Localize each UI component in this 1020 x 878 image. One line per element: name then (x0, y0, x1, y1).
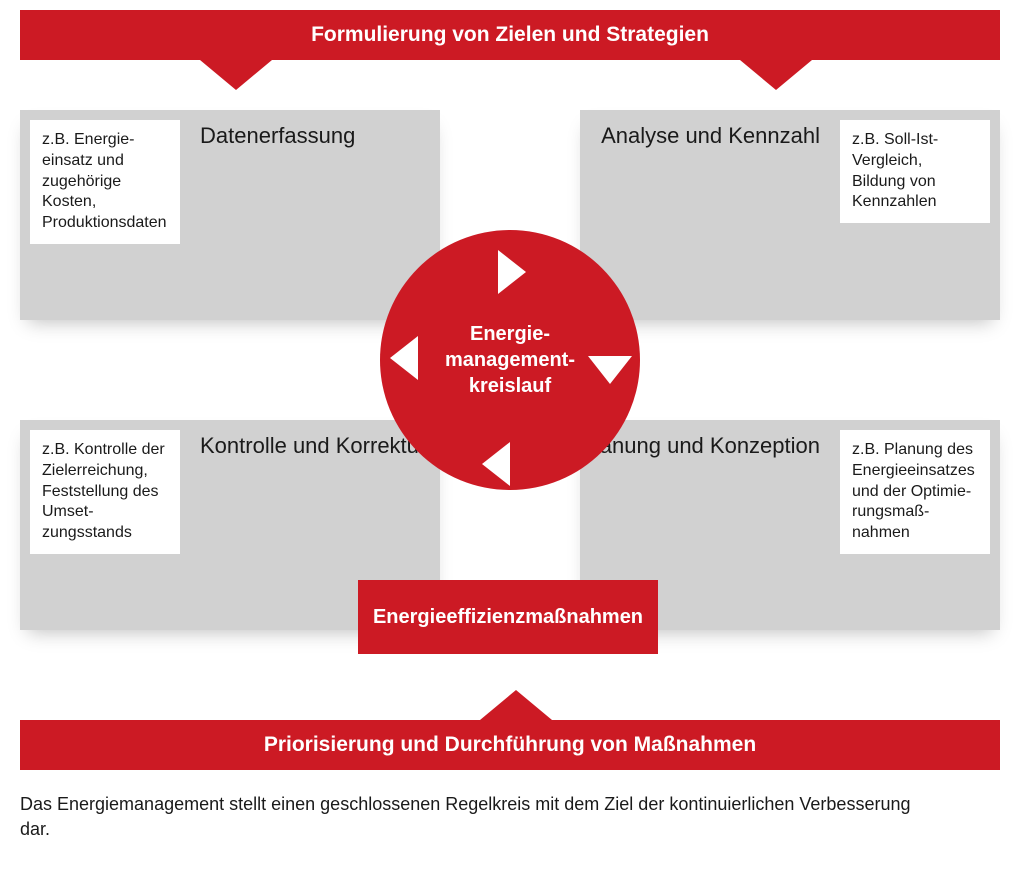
quadrant-title: Planung und Konzeption (580, 432, 820, 460)
arrow-up-icon (480, 690, 552, 720)
example-box: z.B. Kontrolle der Ziel­erreichung, Fest… (30, 430, 180, 554)
quadrant-title: Datenerfassung (200, 122, 355, 150)
caption-text: Das Energiemanagement stellt einen gesch… (20, 792, 940, 842)
quadrant-top-right: z.B. Soll-Ist-Vergleich, Bildung von Ken… (580, 110, 1000, 320)
top-banner-label: Formulierung von Zielen und Strategien (311, 23, 709, 47)
measures-box: Energieeffizienz­maßnahmen (358, 580, 658, 654)
quadrant-title: Analyse und Kennzahl (601, 122, 820, 150)
arrow-down-icon (740, 60, 812, 90)
measures-box-label: Energieeffizienz­maßnahmen (373, 605, 643, 630)
center-circle-label: Energie­management­kreislauf (415, 321, 605, 399)
arrow-down-icon (200, 60, 272, 90)
example-box: z.B. Planung des Energie­einsatzes und d… (840, 430, 990, 554)
quadrant-top-left: z.B. Energie­einsatz und zugehörige Kost… (20, 110, 440, 320)
top-banner: Formulierung von Zielen und Strategien (20, 10, 1000, 60)
cycle-arrow-icon (390, 336, 418, 380)
quadrant-title: Kontrolle und Korrektur (200, 432, 426, 460)
cycle-arrow-icon (498, 250, 526, 294)
cycle-arrow-icon (482, 442, 510, 486)
bottom-banner: Priorisierung und Durchführung von Maßna… (20, 720, 1000, 770)
energy-management-cycle-diagram: Formulierung von Zielen und Strategien z… (0, 0, 1020, 878)
example-box: z.B. Soll-Ist-Vergleich, Bildung von Ken… (840, 120, 990, 223)
bottom-banner-label: Priorisierung und Durchführung von Maßna… (264, 733, 756, 757)
example-box: z.B. Energie­einsatz und zugehörige Kost… (30, 120, 180, 244)
cycle-arrow-icon (588, 356, 632, 384)
